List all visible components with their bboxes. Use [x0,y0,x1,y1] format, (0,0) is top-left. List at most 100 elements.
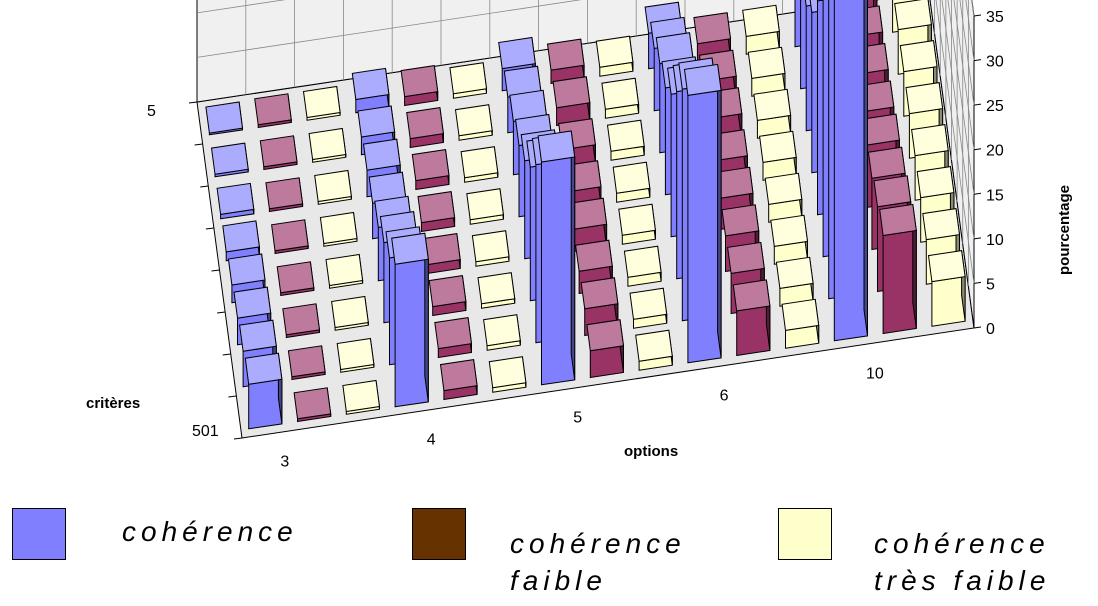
bar [276,261,315,297]
bar [635,329,673,371]
bar [271,219,309,255]
bar-top [753,88,792,121]
bar-top [254,93,292,126]
bar [477,272,516,309]
bar-top [357,105,396,138]
bar [391,232,429,408]
bar-top [781,298,820,331]
bar [302,85,341,121]
bar-top [276,261,315,294]
bar [308,127,347,163]
bar-top [319,211,358,245]
bar-top [391,232,429,265]
chart-labels: 0 5 10 15 20 25 30 35 3 4 5 6 10 5 501 options critères p… [86,9,1073,470]
y-tick-mark [973,192,982,195]
bar-side [717,64,722,358]
bar-top [927,250,966,283]
bar [770,214,809,265]
bar [210,142,249,178]
bar [325,253,364,289]
bar [254,93,292,129]
bar [287,345,326,381]
bar-top [239,319,277,352]
bar [411,149,450,191]
y-tick-mark [973,281,982,284]
bar [595,35,634,77]
bar-top [265,177,304,210]
bar [623,245,662,287]
y-axis-title: pourcentage [1056,185,1073,275]
bar [753,88,792,139]
bar-top [460,146,499,179]
bar [759,130,797,181]
bar-top [612,161,651,194]
bar-top [271,219,309,252]
depth-axis-title: critères [86,395,140,412]
bar-top [899,40,938,73]
legend-swatch-coherence-faible [412,508,466,560]
bar [466,188,504,225]
bar-top [586,319,625,352]
bar-top [308,127,347,161]
bar-top [406,107,444,140]
bar-top [302,85,341,119]
y-tick-mark [973,237,982,240]
legend-label-coherence-faible-1: cohérence [510,528,686,559]
depth-tick-mark [200,185,209,188]
y-tick-mark [973,326,982,329]
bar [612,161,651,203]
depth-tick-mark [233,437,243,440]
bar [618,203,656,245]
bar [781,298,820,349]
bar-top [331,295,369,329]
bar [282,303,321,339]
bar-top [428,275,467,308]
y-tick-label: 5 [986,276,995,293]
bar-top [601,77,640,110]
bar [222,220,260,262]
bar-side [570,130,576,380]
bar-top [894,0,932,31]
bar-top [293,387,332,420]
bar-top [575,239,613,272]
bar [205,101,244,136]
y-tick-mark [973,103,982,106]
bar-top [775,256,814,289]
x-tick-label: 3 [280,453,289,470]
bar-top [911,124,949,157]
bar-top [466,188,504,221]
bar [747,46,786,97]
bar-top [434,317,473,350]
bar [606,119,645,161]
bar-top [683,63,722,96]
bar-top [314,169,352,203]
bar-front [541,156,576,386]
bar [775,256,814,307]
bar [423,233,461,275]
bar [879,203,917,335]
chart-bars [205,0,966,430]
bar-top [867,146,906,179]
bar [331,295,369,331]
depth-tick-mark [205,227,214,230]
bar-top [742,4,780,37]
bar-front [931,276,966,327]
bar [417,191,456,233]
bar-top [244,352,283,385]
bar-top [770,214,809,247]
bar [351,67,390,114]
bar-top [747,46,786,79]
bar [683,63,722,364]
bar-side [863,0,868,336]
bar-top [259,135,298,168]
bar-top [233,286,272,319]
bar-top [325,253,364,287]
bar-front [687,89,722,364]
x-tick-label: 6 [720,387,729,404]
y-tick-mark [973,14,982,17]
bar-top [569,197,608,230]
bar [483,314,521,351]
bar [449,62,488,99]
bar [244,352,283,430]
bar-top [488,356,527,389]
